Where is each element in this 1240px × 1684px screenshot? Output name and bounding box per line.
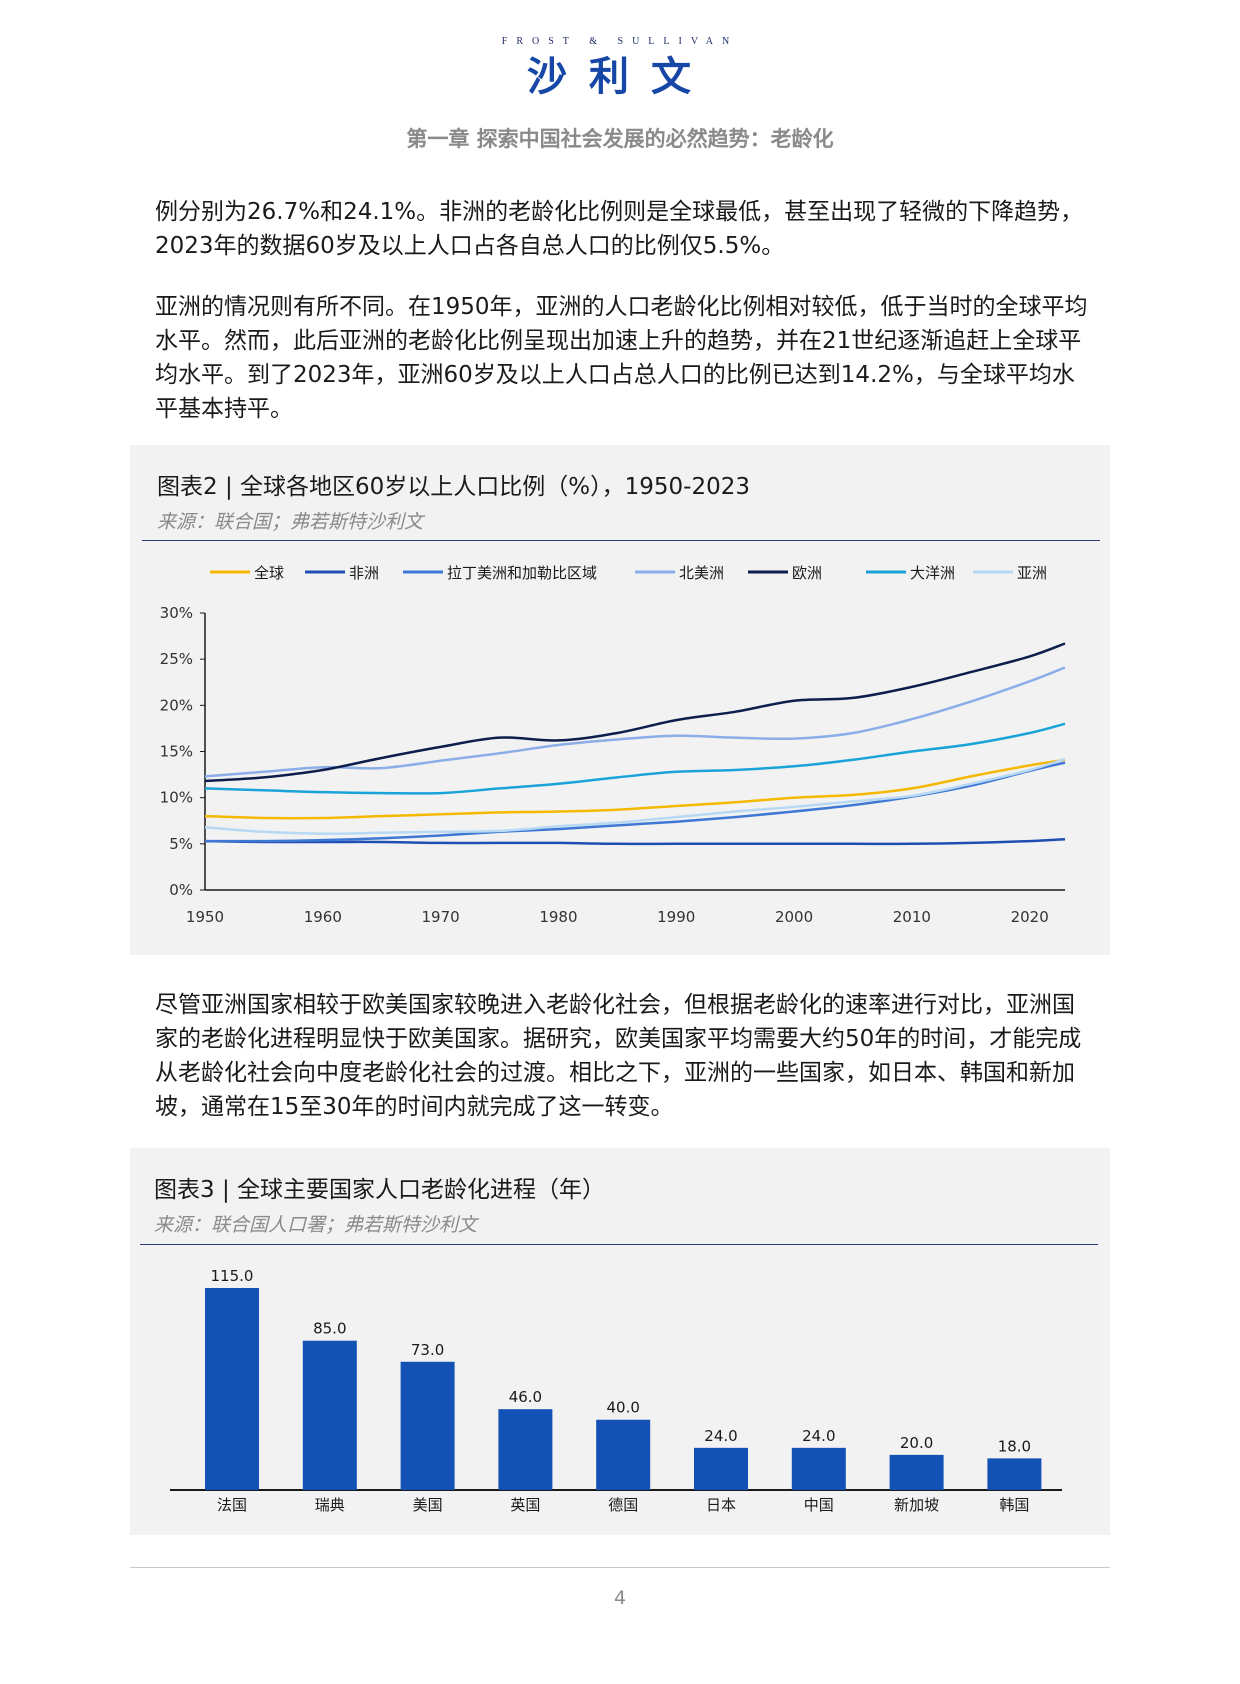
y-tick-label: 5% [169, 835, 193, 853]
logo-chinese: 沙利文 [527, 54, 713, 100]
x-tick-label: 2020 [1011, 908, 1049, 926]
line-chart: 全球 非洲 拉丁美洲和加勒比区域 北美洲 欧洲 大洋洲 亚洲 0% 5% 10% 15% 20% 25… [160, 564, 1066, 926]
x-tick-label: 1950 [186, 908, 224, 926]
legend-label: 非洲 [349, 564, 379, 582]
legend-item-非洲: 非洲 [305, 564, 379, 582]
y-tick-label: 0% [169, 881, 193, 899]
legend-label: 欧洲 [792, 564, 822, 582]
bar-value-label: 24.0 [704, 1427, 737, 1445]
legend-item-全球: 全球 [210, 564, 284, 582]
y-tick-label: 10% [160, 789, 193, 807]
bar-新加坡 [889, 1454, 944, 1490]
x-tick-label: 1960 [304, 908, 342, 926]
x-tick-label: 1970 [422, 908, 460, 926]
bar-value-label: 115.0 [211, 1267, 254, 1285]
legend-label: 大洋洲 [910, 564, 955, 582]
y-tick-label: 20% [160, 696, 193, 714]
bar-category-label: 英国 [510, 1496, 540, 1514]
figure-3-source: 来源：联合国人口署；弗若斯特沙利文 [154, 1214, 478, 1236]
series-line-北美洲 [204, 666, 1066, 778]
line-chart-legend: 全球 非洲 拉丁美洲和加勒比区域 北美洲 欧洲 大洋洲 亚洲 [210, 564, 1047, 582]
bar-日本 [694, 1447, 748, 1490]
x-tick-label: 2000 [775, 908, 813, 926]
bar-category-label: 瑞典 [315, 1496, 345, 1514]
bar-chart: 115.0 法国 85.0 瑞典 73.0 美国 46.0 英国 40.0 德国 24.0 日本 24.… [170, 1267, 1062, 1514]
bar-value-label: 20.0 [900, 1434, 933, 1452]
legend-item-亚洲: 亚洲 [973, 564, 1047, 582]
legend-label: 亚洲 [1017, 564, 1047, 582]
bar-category-label: 美国 [413, 1496, 443, 1514]
figure-2-title: 图表2 | 全球各地区60岁以上人口比例（%），1950-2023 [157, 474, 750, 500]
y-tick-label: 25% [160, 650, 193, 668]
bar-category-label: 日本 [706, 1496, 736, 1514]
figure-3-rule [140, 1244, 1098, 1245]
series-line-非洲 [204, 837, 1066, 846]
bar-韩国 [987, 1458, 1042, 1490]
legend-item-北美洲: 北美洲 [635, 564, 724, 582]
bar-德国 [596, 1419, 651, 1490]
paragraph-1: 例分别为26.7%和24.1%。非洲的老龄化比例则是全球最低，甚至出现了轻微的下… [155, 199, 1084, 259]
bar-value-label: 24.0 [802, 1427, 835, 1445]
line-chart-axes: 0% 5% 10% 15% 20% 25% 30% 1950 1960 1970 1980 1990 2… [160, 604, 1065, 926]
bar-value-label: 85.0 [313, 1320, 346, 1338]
logo-english: FROST & SULLIVAN [501, 36, 739, 47]
bar-value-label: 40.0 [606, 1399, 639, 1417]
figure-2-panel: 图表2 | 全球各地区60岁以上人口比例（%），1950-2023 来源：联合国… [130, 445, 1110, 955]
bar-value-label: 46.0 [509, 1388, 542, 1406]
bar-英国 [498, 1409, 553, 1490]
figure-2-rule [142, 540, 1100, 541]
footer-rule [130, 1567, 1110, 1568]
figure-3-title: 图表3 | 全球主要国家人口老龄化进程（年） [154, 1177, 606, 1203]
bar-value-label: 73.0 [411, 1341, 444, 1359]
bar-category-label: 韩国 [999, 1496, 1029, 1514]
bar-chart-bars: 115.0 法国 85.0 瑞典 73.0 美国 46.0 英国 40.0 德国 24.0 日本 24.… [170, 1267, 1062, 1514]
series-line-全球 [204, 758, 1066, 820]
legend-item-欧洲: 欧洲 [748, 564, 822, 582]
series-line-拉丁美洲和加勒比区域 [204, 761, 1066, 843]
figure-2-source: 来源：联合国；弗若斯特沙利文 [157, 511, 424, 533]
paragraph-3: 尽管亚洲国家相较于欧美国家较晚进入老龄化社会，但根据老龄化的速率进行对比，亚洲国… [155, 992, 1082, 1120]
figure-3-panel: 图表3 | 全球主要国家人口老龄化进程（年） 来源：联合国人口署；弗若斯特沙利文… [130, 1148, 1110, 1535]
bar-category-label: 新加坡 [894, 1496, 939, 1514]
bar-瑞典 [302, 1340, 357, 1490]
x-tick-label: 1990 [657, 908, 695, 926]
series-line-亚洲 [204, 757, 1066, 835]
bar-category-label: 中国 [804, 1496, 834, 1514]
bar-美国 [400, 1361, 455, 1490]
bar-法国 [205, 1288, 259, 1490]
bar-value-label: 18.0 [998, 1437, 1031, 1455]
series-line-大洋洲 [204, 722, 1066, 795]
legend-item-大洋洲: 大洋洲 [866, 564, 955, 582]
x-tick-label: 1980 [539, 908, 577, 926]
legend-item-拉丁美洲和加勒比区域: 拉丁美洲和加勒比区域 [403, 564, 597, 582]
x-tick-label: 2010 [893, 908, 931, 926]
legend-label: 全球 [254, 564, 284, 582]
chapter-title: 第一章 探索中国社会发展的必然趋势：老龄化 [406, 127, 834, 151]
line-chart-series [204, 642, 1066, 846]
bar-category-label: 法国 [217, 1496, 247, 1514]
bar-中国 [791, 1447, 846, 1490]
y-tick-label: 30% [160, 604, 193, 622]
series-line-欧洲 [204, 642, 1066, 783]
paragraph-2: 亚洲的情况则有所不同。在1950年，亚洲的人口老龄化比例相对较低，低于当时的全球… [155, 294, 1088, 422]
bar-category-label: 德国 [608, 1496, 638, 1514]
y-tick-label: 15% [160, 743, 193, 761]
legend-label: 拉丁美洲和加勒比区域 [447, 564, 597, 582]
legend-label: 北美洲 [679, 564, 724, 582]
page-number: 4 [613, 1587, 627, 1609]
